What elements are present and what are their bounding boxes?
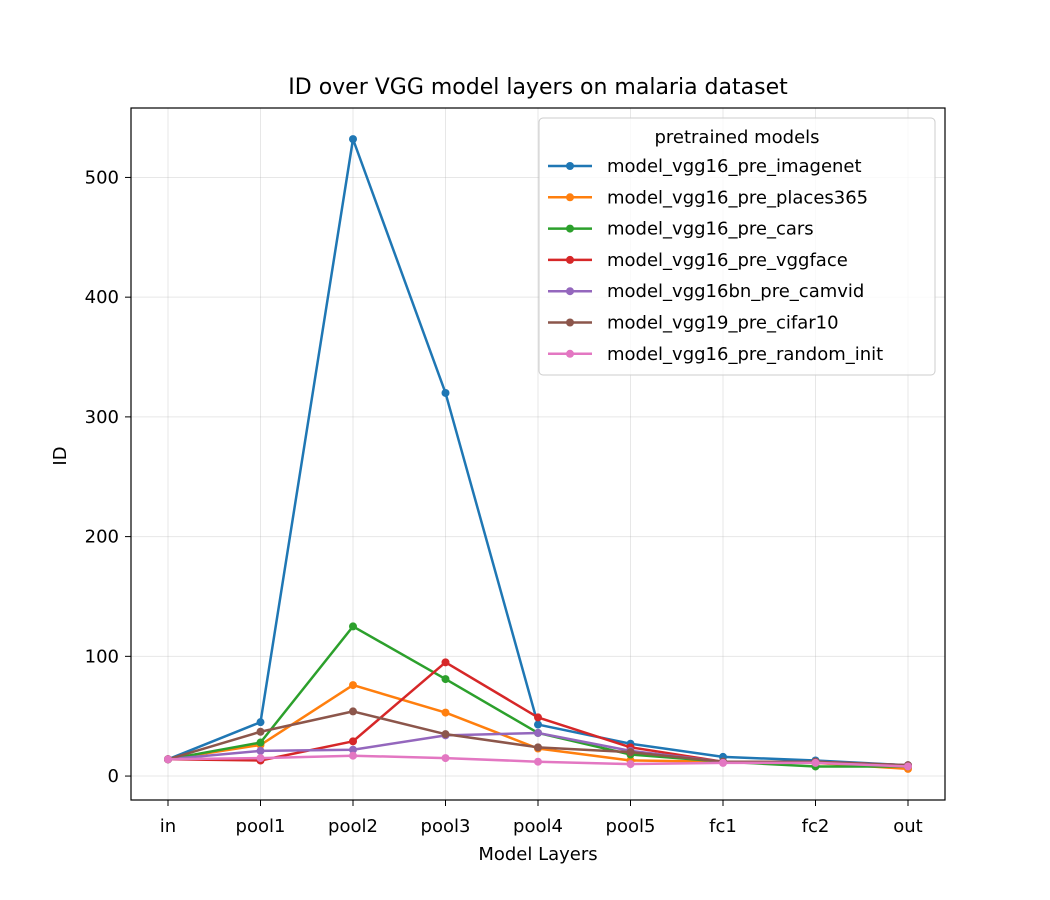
data-point xyxy=(349,751,357,760)
x-tick-label: pool4 xyxy=(513,816,563,837)
legend-label: model_vgg16_pre_random_init xyxy=(607,344,883,365)
data-point xyxy=(534,713,542,722)
data-point xyxy=(534,757,542,766)
data-point xyxy=(349,737,357,746)
data-point xyxy=(626,760,635,769)
legend-label: model_vgg16_pre_cars xyxy=(607,219,814,240)
y-tick-label: 500 xyxy=(85,167,119,188)
data-point xyxy=(441,675,450,684)
data-point xyxy=(349,135,357,144)
y-tick-label: 0 xyxy=(108,766,119,787)
legend: pretrained models model_vgg16_pre_imagen… xyxy=(538,117,936,376)
data-point xyxy=(441,730,450,739)
legend-marker xyxy=(566,162,574,170)
data-point xyxy=(811,758,820,767)
data-point xyxy=(719,758,727,767)
y-tick-label: 200 xyxy=(85,527,119,548)
data-point xyxy=(441,658,450,667)
legend-label: model_vgg16_pre_places365 xyxy=(607,187,868,208)
x-tick-label: pool2 xyxy=(328,816,378,837)
data-point xyxy=(349,707,357,716)
x-tick-label: in xyxy=(160,816,176,837)
legend-box xyxy=(538,117,936,376)
data-point xyxy=(256,727,265,736)
data-point xyxy=(441,708,450,717)
legend-marker xyxy=(566,349,574,358)
chart-title: ID over VGG model layers on malaria data… xyxy=(288,75,788,100)
axes: in pool1 pool2 pool3 pool4 pool5 fc1 fc2 out 0 100… xyxy=(85,167,923,837)
data-point xyxy=(626,748,635,757)
legend-marker xyxy=(566,224,574,233)
legend-marker xyxy=(566,255,574,264)
legend-label: model_vgg16_pre_vggface xyxy=(607,250,848,271)
legend-entries: model_vgg16_pre_imagenet model_vgg16_pre_… xyxy=(548,156,883,365)
data-point xyxy=(164,755,172,764)
y-tick-label: 300 xyxy=(85,407,119,428)
y-axis-label: ID xyxy=(50,446,71,465)
data-point xyxy=(349,681,357,690)
legend-marker xyxy=(566,287,574,296)
legend-label: model_vgg19_pre_cifar10 xyxy=(607,313,839,334)
data-point xyxy=(441,754,450,763)
data-point xyxy=(256,738,265,747)
data-point xyxy=(534,728,542,737)
legend-title: pretrained models xyxy=(654,127,819,148)
y-tick-label: 400 xyxy=(85,287,119,308)
data-point xyxy=(441,388,450,397)
data-point xyxy=(256,718,265,727)
data-point xyxy=(256,746,265,755)
legend-marker xyxy=(566,193,574,202)
x-tick-label: pool3 xyxy=(421,816,471,837)
y-tick-label: 100 xyxy=(85,646,119,667)
x-tick-label: pool5 xyxy=(606,816,656,837)
legend-label: model_vgg16bn_pre_camvid xyxy=(607,281,864,302)
data-point xyxy=(349,622,357,631)
legend-label: model_vgg16_pre_imagenet xyxy=(607,156,862,177)
x-axis-label: Model Layers xyxy=(478,844,597,865)
data-point xyxy=(256,754,265,763)
data-point xyxy=(534,743,542,752)
series-layer xyxy=(164,135,912,773)
x-tick-label: out xyxy=(893,816,922,837)
x-tick-label: fc2 xyxy=(802,816,830,837)
x-tick-label: pool1 xyxy=(236,816,286,837)
data-point xyxy=(904,762,912,771)
legend-marker xyxy=(566,318,574,327)
data-point xyxy=(534,720,542,729)
data-point xyxy=(349,745,357,754)
x-tick-label: fc1 xyxy=(709,816,737,837)
